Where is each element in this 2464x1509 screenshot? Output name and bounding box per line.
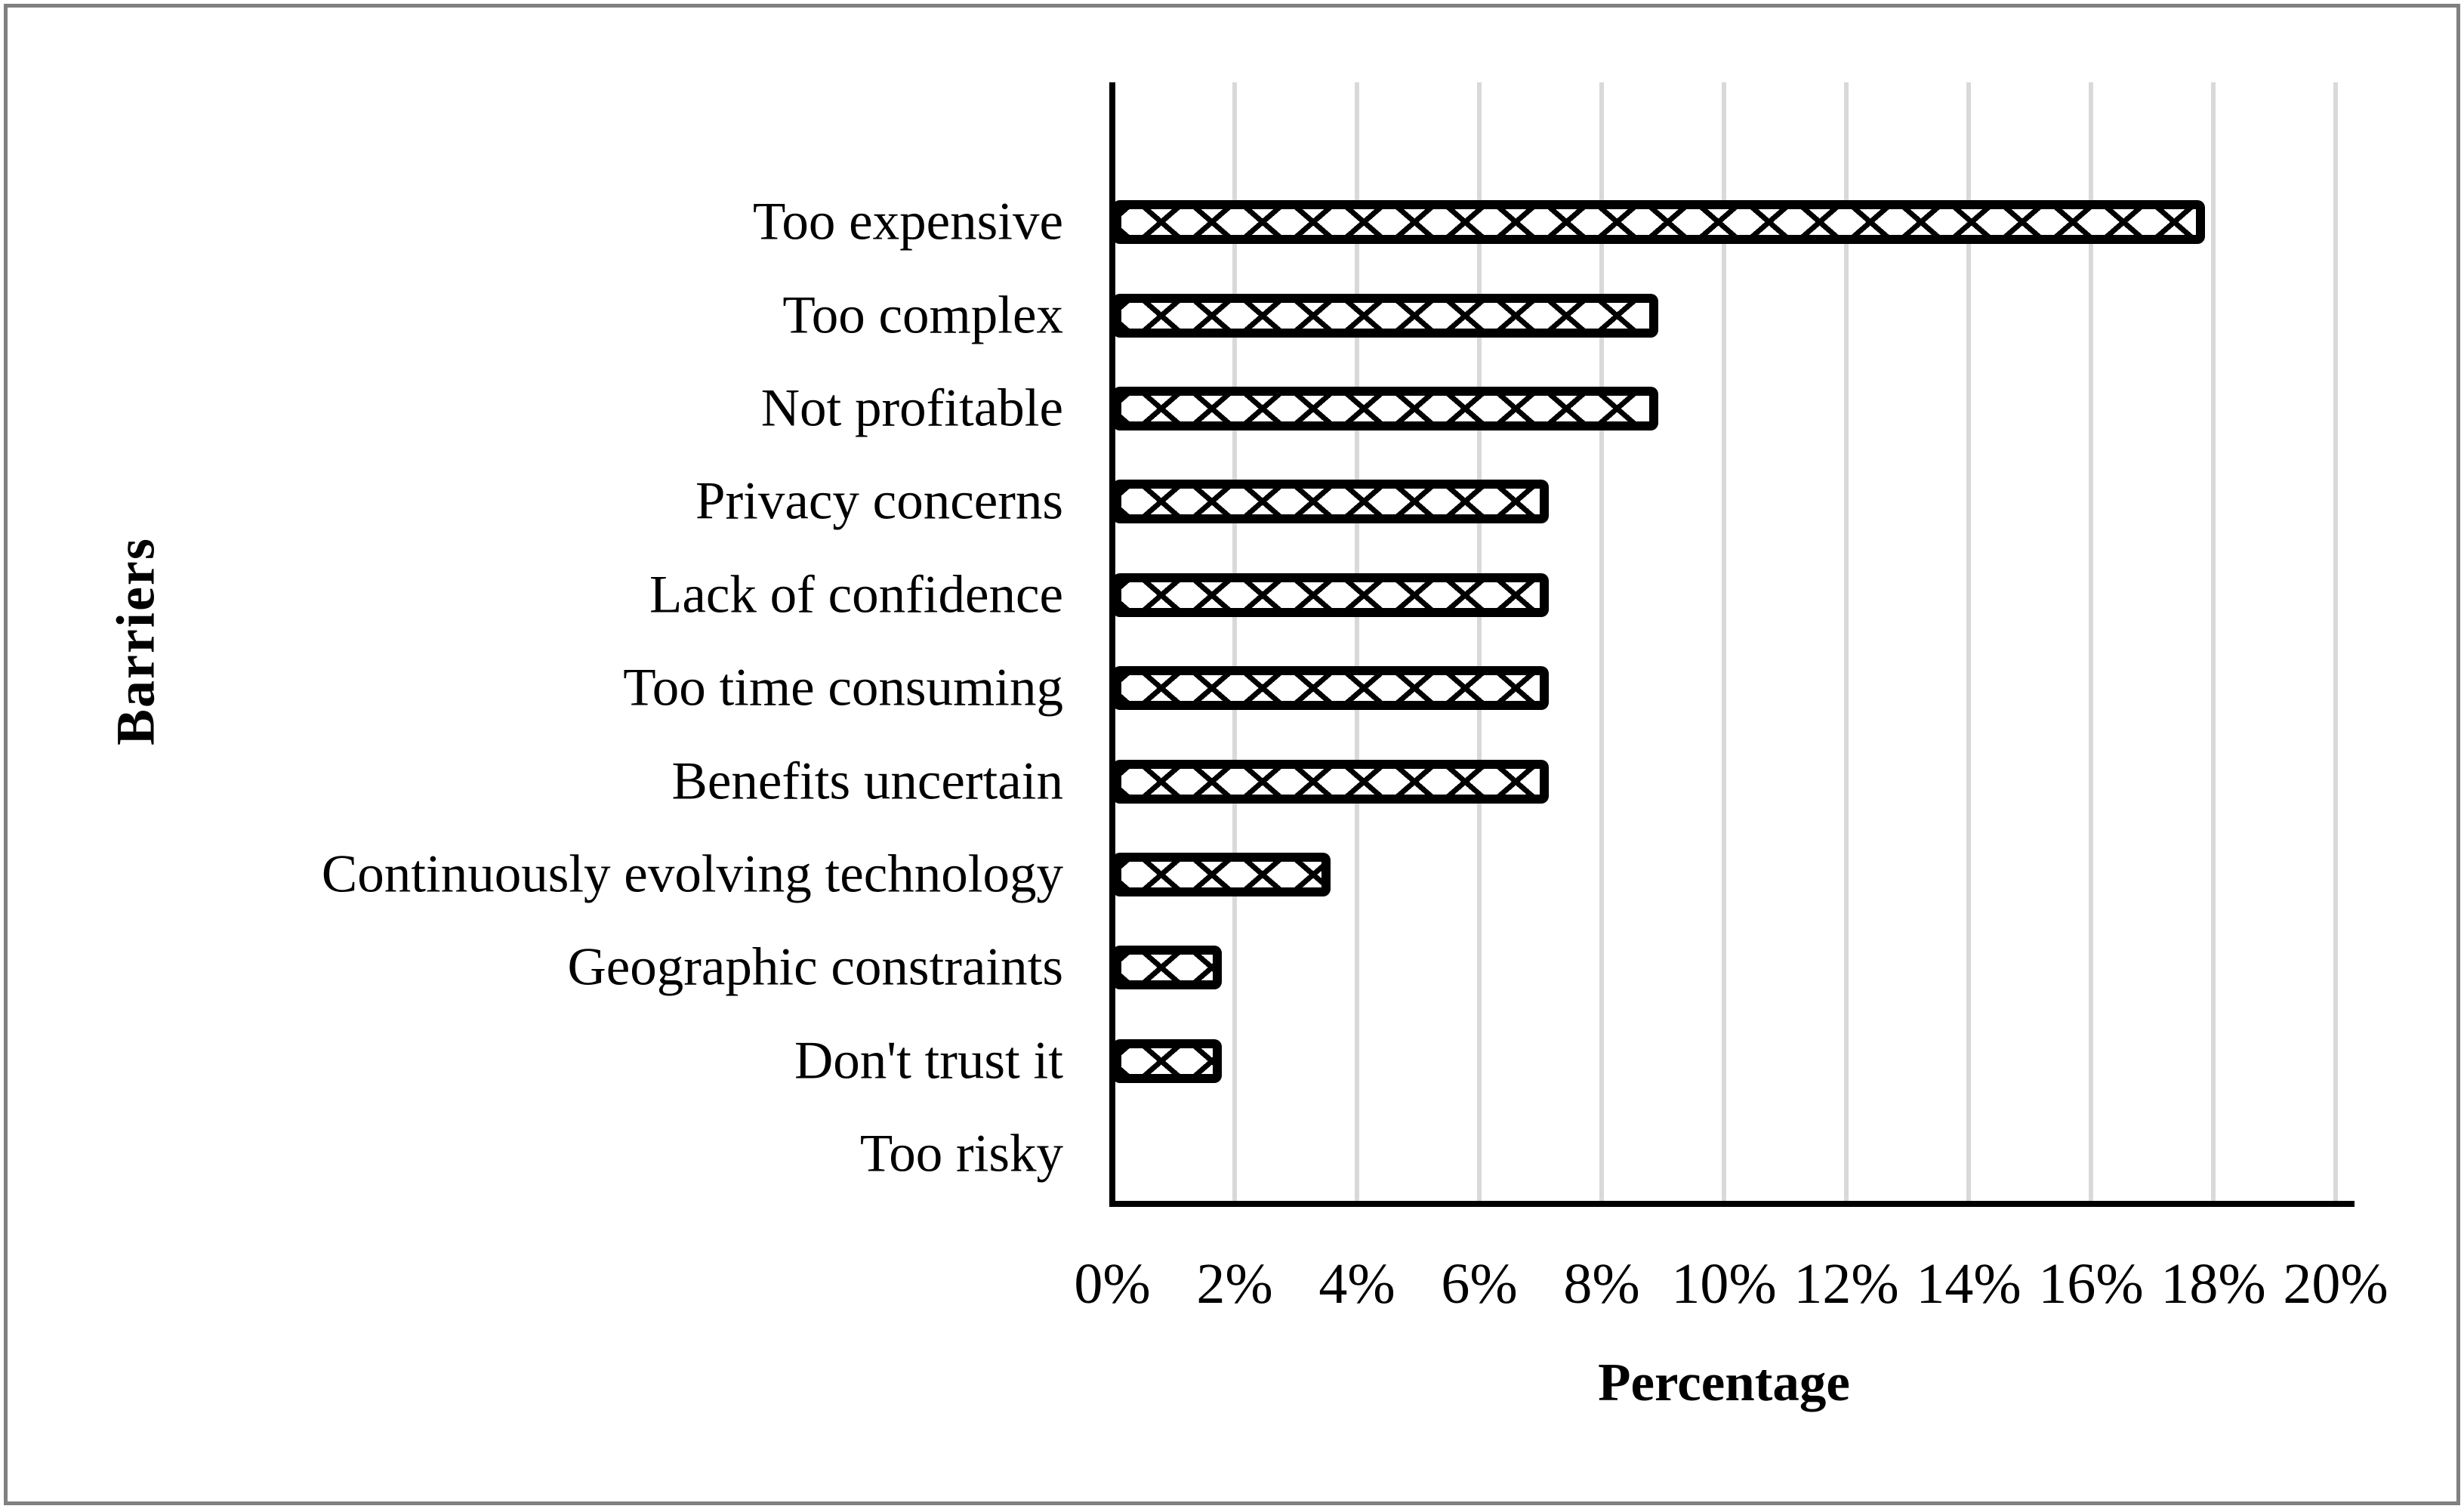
category-label: Too time consuming: [623, 658, 1063, 717]
gridline: [1477, 82, 1482, 1201]
gridline: [1355, 82, 1359, 1201]
category-label: Privacy concerns: [695, 471, 1063, 531]
x-tick-labels: 0% 2% 4% 6% 8% 10% 12% 14% 16% 18% 20%: [1074, 1252, 2388, 1323]
category-label: Too expensive: [752, 192, 1063, 252]
x-tick-label: 12%: [1793, 1252, 1899, 1316]
bar-lack-of-confidence: [1112, 572, 1550, 617]
gridline: [1844, 82, 1849, 1201]
category-labels: Too expensive Too complex Not profitable Pr…: [8, 82, 1063, 1201]
category-label: Too complex: [782, 285, 1063, 345]
bar-too-expensive: [1112, 200, 2205, 245]
gridlines: [1112, 82, 2338, 1201]
bars: [1112, 82, 2336, 1201]
category-label: Don't trust it: [794, 1031, 1063, 1091]
x-tick-label: 6%: [1441, 1252, 1518, 1316]
x-tick-label: 16%: [2038, 1252, 2144, 1316]
bar-privacy-concerns: [1112, 480, 1550, 524]
gridline: [2333, 82, 2338, 1201]
gridline: [2089, 82, 2093, 1201]
bar-too-complex: [1112, 293, 1659, 338]
x-tick-label: 20%: [2283, 1252, 2388, 1316]
x-tick-label: 4%: [1318, 1252, 1395, 1316]
gridline: [1232, 82, 1237, 1201]
bar-not-profitable: [1112, 386, 1659, 430]
bar-too-time-consuming: [1112, 666, 1550, 711]
x-axis-line: [1109, 1201, 2355, 1207]
x-tick-label: 2%: [1196, 1252, 1273, 1316]
category-label: Continuously evolving technology: [321, 844, 1063, 904]
x-tick-label: 18%: [2160, 1252, 2266, 1316]
gridline: [1599, 82, 1604, 1201]
x-tick-label: 8%: [1563, 1252, 1640, 1316]
x-tick-label: 14%: [1916, 1252, 2021, 1316]
bar-continuously-evolving-technology: [1112, 853, 1331, 897]
y-axis-line: [1109, 82, 1115, 1207]
gridline: [1966, 82, 1971, 1201]
x-axis-title: Percentage: [1598, 1353, 1850, 1412]
bar-don-t-trust-it: [1112, 1038, 1222, 1083]
figure-frame: Barriers Too expensive Too complex Not pro…: [4, 4, 2460, 1505]
x-tick-label: 0%: [1074, 1252, 1151, 1316]
category-label: Not profitable: [760, 378, 1063, 438]
gridline: [2211, 82, 2216, 1201]
category-label: Geographic constraints: [567, 937, 1063, 997]
category-label: Lack of confidence: [649, 565, 1063, 625]
bar-geographic-constraints: [1112, 946, 1222, 990]
x-tick-label: 10%: [1671, 1252, 1777, 1316]
bar-benefits-uncertain: [1112, 759, 1550, 804]
category-label: Too risky: [859, 1124, 1063, 1183]
gridline: [1722, 82, 1726, 1201]
category-label: Benefits uncertain: [671, 751, 1064, 811]
plot-area: [1112, 82, 2338, 1201]
